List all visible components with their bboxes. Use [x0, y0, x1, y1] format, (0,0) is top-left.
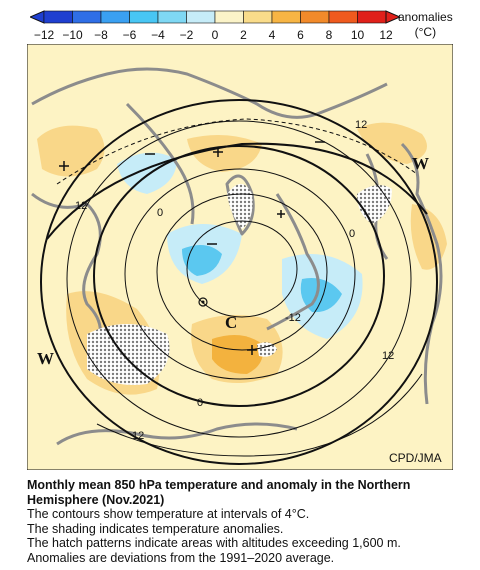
warm-label-east: W	[412, 154, 429, 173]
contour-label: 12	[75, 200, 87, 212]
high-altitude-hatch	[87, 184, 392, 385]
colorbar-tick-label: −2	[179, 28, 194, 42]
contour-label: 12	[132, 430, 144, 442]
caption-line: The shading indicates temperature anomal…	[27, 521, 284, 536]
colorbar-tick-label: −6	[122, 28, 137, 42]
colorbar-cell	[328, 10, 358, 24]
colorbar-title: anomalies (°C)	[398, 10, 453, 40]
temperature-contours	[40, 99, 438, 465]
contour-labels: 12 0 -12 0 12 0 12 12	[75, 119, 394, 442]
figure-caption: Monthly mean 850 hPa temperature and ano…	[27, 478, 467, 565]
colorbar-tick-label: −10	[62, 28, 83, 42]
negative-center-marker	[145, 141, 325, 245]
anomaly-markers: W W C	[37, 141, 429, 368]
caption-line: The contours show temperature at interva…	[27, 507, 310, 521]
colorbar-cell	[72, 10, 102, 24]
colorbar-arrow-high	[385, 10, 400, 24]
colorbar-cell	[243, 10, 273, 24]
colorbar-arrow-low	[30, 10, 45, 24]
cold-label: C	[225, 313, 237, 332]
contour-label: -12	[285, 312, 301, 324]
warm-label-west: W	[37, 349, 54, 368]
colorbar-cell	[214, 10, 244, 24]
caption-line: Anomalies are deviations from the 1991–2…	[27, 550, 335, 565]
colorbar-tick-label: 12	[379, 28, 393, 42]
colorbar-tick-label: 8	[325, 28, 333, 42]
colorbar-cell	[100, 10, 130, 24]
contour-label: 0	[157, 207, 163, 219]
colorbar-tick-label: 0	[211, 28, 219, 42]
contour-label: 12	[382, 350, 394, 362]
credit-text: CPD/JMA	[389, 451, 442, 465]
colorbar-graphic	[30, 10, 400, 24]
colorbar-tick-label: −12	[33, 28, 55, 42]
colorbar-tick-label: −4	[151, 28, 165, 42]
caption-line: The hatch patterns indicate areas with a…	[27, 536, 401, 550]
colorbar-tick-label: 4	[268, 28, 276, 42]
colorbar-tick-label: −8	[94, 28, 108, 42]
colorbar-cell	[357, 10, 387, 24]
positive-center-marker	[59, 147, 285, 355]
colorbar-title-text: anomalies	[398, 10, 453, 24]
contour-label: 0	[349, 228, 355, 240]
colorbar-cell	[186, 10, 216, 24]
colorbar-cell	[157, 10, 187, 24]
caption-title-line1: Monthly mean 850 hPa temperature and ano…	[27, 478, 411, 492]
polar-map: 12 0 -12 0 12 0 12 12 W W C CPD/JMA	[27, 44, 453, 470]
contour-label: 0	[197, 397, 203, 409]
contour-label: 12	[355, 119, 367, 131]
colorbar-cell	[129, 10, 159, 24]
colorbar-cell	[43, 10, 73, 24]
colorbar-tick-label: 10	[350, 28, 365, 42]
colorbar-cell	[300, 10, 330, 24]
strong-positive-anomaly-shading	[212, 335, 263, 374]
low-center-marker	[198, 297, 208, 307]
colorbar-tick-label: 2	[240, 28, 247, 42]
colorbar-unit-text: (°C)	[414, 25, 437, 39]
colorbar-tick-label: 6	[297, 28, 304, 42]
caption-title-line2: Hemisphere (Nov.2021)	[27, 492, 165, 507]
colorbar-cell	[271, 10, 301, 24]
anomaly-colorbar: −12 −10 −8 −6 −4 −2 0 2 4 6 8 10 12	[30, 8, 400, 48]
